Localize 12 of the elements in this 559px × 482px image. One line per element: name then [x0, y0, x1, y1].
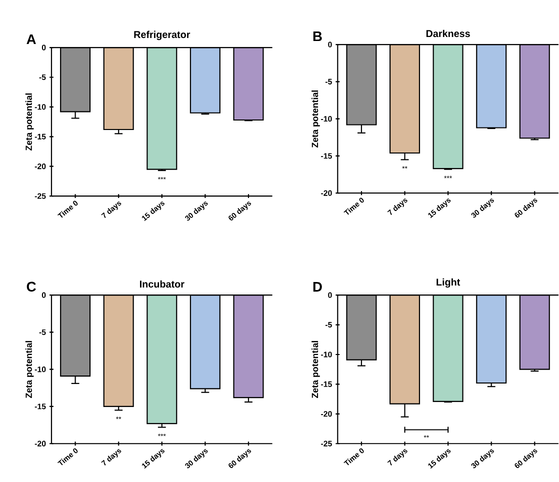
- y-axis-title: Zeta potential: [312, 340, 320, 398]
- text: A: [26, 34, 36, 44]
- y-axis-title: Zeta potential: [25, 340, 34, 398]
- chart-title: Refrigerator: [134, 30, 190, 40]
- text: C: [26, 282, 36, 292]
- chart-title: Darkness: [426, 30, 470, 37]
- chart-title: Incubator: [140, 280, 184, 288]
- text: D: [313, 282, 322, 292]
- y-axis-title: Zeta potential: [312, 90, 320, 148]
- text: B: [313, 31, 322, 41]
- chart-title: Light: [436, 278, 460, 288]
- y-axis-title: Zeta potential: [25, 93, 34, 150]
